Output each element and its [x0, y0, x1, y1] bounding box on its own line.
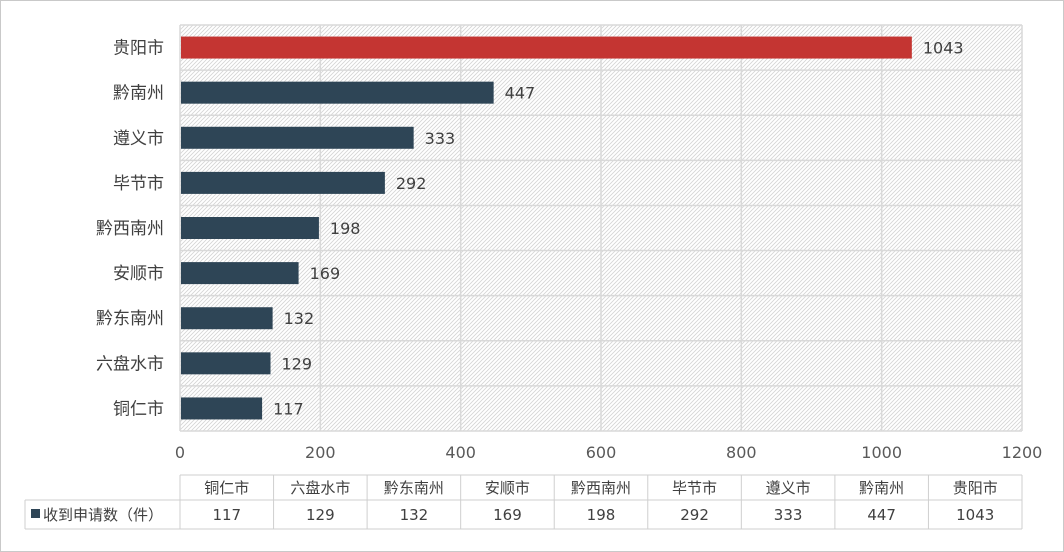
table-value-cell: 447 [867, 506, 896, 524]
data-table: 铜仁市 117 六盘水市 129 黔东南州 132 安顺市 169 黔西南州 198 毕节市 292 遵… [24, 474, 1023, 530]
bar [181, 397, 263, 420]
table-value-cell: 198 [587, 506, 616, 524]
category-label: 遵义市 [113, 129, 164, 149]
category-label: 安顺市 [113, 264, 164, 284]
table-header-cell: 黔南州 [859, 479, 904, 497]
bar [181, 262, 299, 285]
x-tick-label: 200 [305, 443, 336, 462]
table-header-cell: 黔西南州 [571, 479, 631, 497]
data-label: 1043 [923, 39, 964, 58]
x-tick-label: 1200 [1002, 443, 1043, 462]
category-label: 黔东南州 [96, 309, 164, 329]
table-value-cell: 169 [493, 506, 522, 524]
labels: 0 200 400 600 800 1000 1200 117 铜仁市 129 六盘水市 132 黔东南… [96, 39, 1042, 462]
x-tick-label: 400 [445, 443, 476, 462]
x-tick-label: 1000 [861, 443, 902, 462]
series-name: 收到申请数（件） [43, 506, 163, 524]
table-value-cell: 333 [774, 506, 803, 524]
table-value-cell: 129 [306, 506, 335, 524]
x-tick-label: 800 [726, 443, 757, 462]
bars [181, 36, 912, 420]
x-tick-label: 0 [175, 443, 185, 462]
category-label: 铜仁市 [113, 399, 164, 419]
table-header-cell: 贵阳市 [953, 479, 998, 497]
data-label: 292 [396, 174, 427, 193]
category-label: 黔南州 [113, 84, 164, 104]
data-label: 132 [284, 309, 315, 328]
table-header-cell: 遵义市 [766, 479, 811, 497]
category-label: 黔西南州 [96, 219, 164, 239]
x-tick-label: 600 [586, 443, 617, 462]
table-value-cell: 1043 [956, 506, 994, 524]
table-value-cell: 292 [680, 506, 709, 524]
gridlines [179, 24, 1023, 432]
bar [181, 81, 494, 104]
data-label: 129 [282, 354, 313, 373]
table-value-cell: 117 [212, 506, 241, 524]
table-header-cell: 铜仁市 [204, 479, 249, 497]
category-label: 贵阳市 [113, 39, 164, 59]
legend-key [31, 509, 40, 518]
bar [181, 171, 385, 194]
data-label: 198 [330, 219, 361, 238]
bar [181, 352, 271, 375]
category-label: 毕节市 [113, 174, 164, 194]
bar [181, 36, 912, 59]
table-header-cell: 黔东南州 [384, 479, 444, 497]
data-label: 169 [310, 264, 341, 283]
data-label: 117 [273, 399, 304, 418]
table-value-cell: 132 [400, 506, 429, 524]
table-header-cell: 毕节市 [672, 479, 717, 497]
category-label: 六盘水市 [96, 354, 164, 374]
data-label: 333 [425, 129, 456, 148]
data-label: 447 [505, 84, 536, 103]
bar [181, 307, 273, 330]
table-header-cell: 六盘水市 [290, 479, 350, 497]
bar [181, 217, 319, 239]
table-header-cell: 安顺市 [485, 479, 530, 497]
bar [181, 126, 414, 149]
